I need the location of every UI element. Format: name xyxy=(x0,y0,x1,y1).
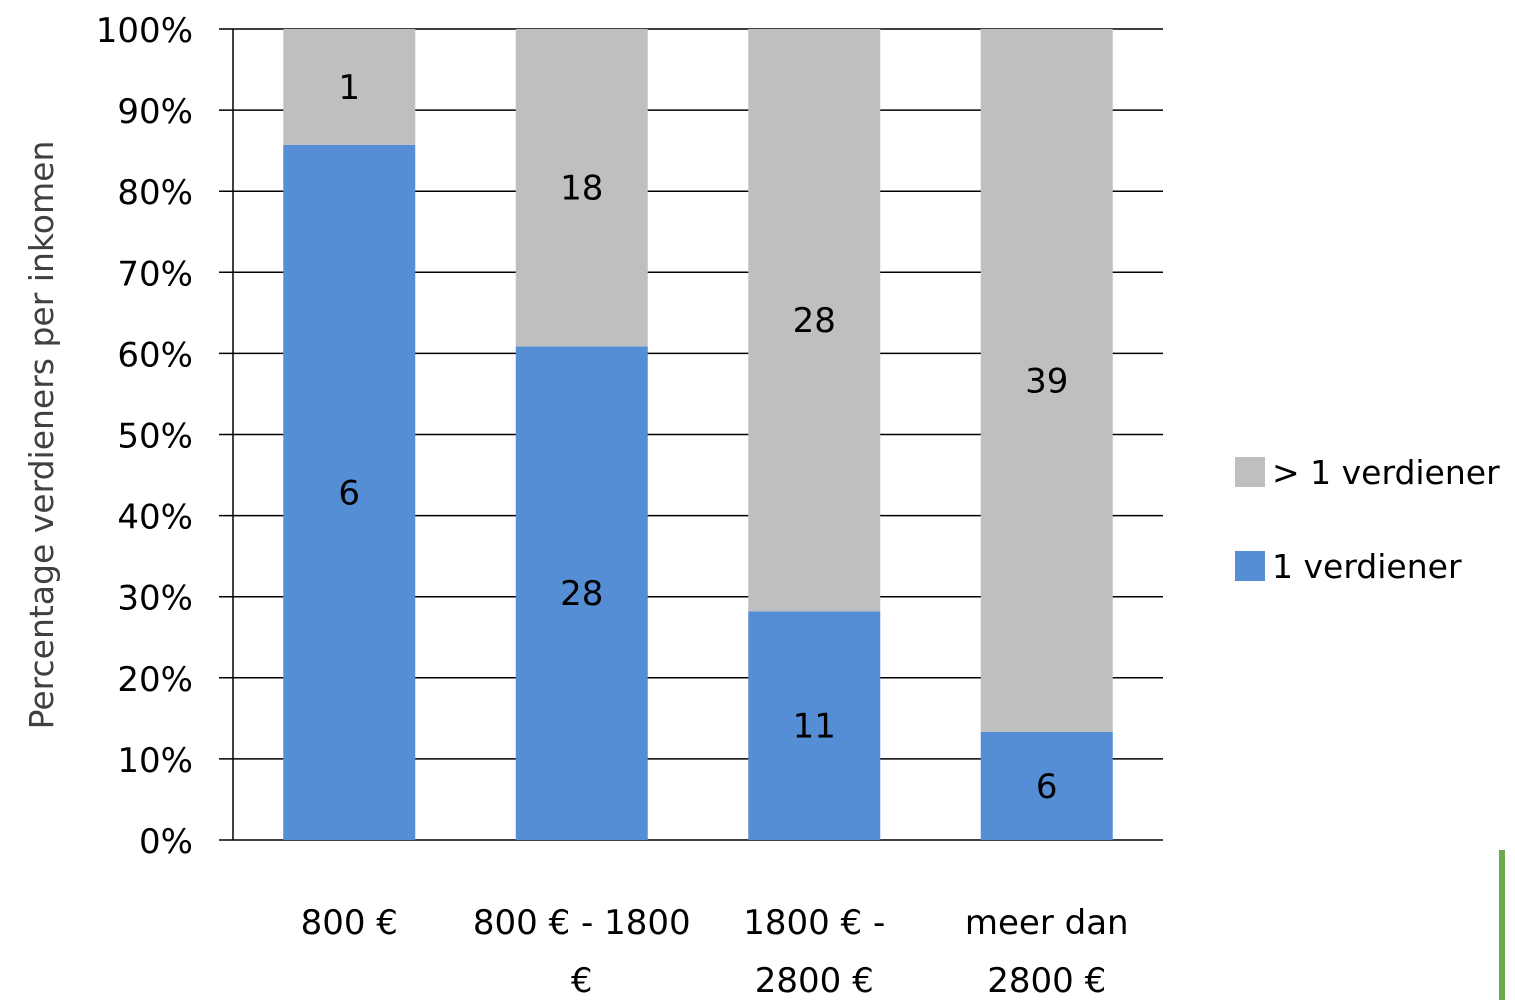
bar-segment xyxy=(980,731,1113,840)
bar-segment xyxy=(515,29,648,347)
bar-segment xyxy=(748,611,881,840)
x-tick-label: 1800 € - xyxy=(743,903,885,943)
y-tick-label: 10% xyxy=(117,741,193,781)
y-tick-label: 0% xyxy=(139,822,193,862)
bar-segment xyxy=(980,29,1113,732)
data-label: 1 xyxy=(338,68,360,108)
data-label: 18 xyxy=(560,169,603,209)
y-tick-label: 70% xyxy=(117,254,193,294)
data-label: 28 xyxy=(560,574,603,614)
x-tick-label: € xyxy=(571,961,593,1000)
y-tick-label: 50% xyxy=(117,417,193,457)
data-label: 28 xyxy=(793,301,836,341)
legend-label: 1 verdiener xyxy=(1272,547,1462,586)
bar-segment xyxy=(515,346,648,840)
bar-segment xyxy=(283,144,416,840)
y-tick-label: 40% xyxy=(117,498,193,538)
y-tick-label: 60% xyxy=(117,335,193,375)
legend-label: > 1 verdiener xyxy=(1272,453,1500,492)
y-tick-label: 20% xyxy=(117,660,193,700)
y-tick-label: 100% xyxy=(96,11,193,51)
y-tick-label: 30% xyxy=(117,579,193,619)
x-tick-label: 800 € - 1800 xyxy=(473,903,691,943)
y-tick-label: 90% xyxy=(117,92,193,132)
data-label: 6 xyxy=(338,473,360,513)
legend-swatch xyxy=(1235,551,1265,581)
bar-segment xyxy=(748,29,881,612)
data-label: 39 xyxy=(1025,361,1068,401)
corner-decoration xyxy=(1499,850,1515,1000)
data-label: 11 xyxy=(793,707,836,747)
y-tick-label: 80% xyxy=(117,173,193,213)
bar-segment xyxy=(283,29,416,145)
x-tick-label: meer dan xyxy=(965,903,1129,943)
legend-swatch xyxy=(1235,457,1265,487)
data-label: 6 xyxy=(1036,767,1058,807)
x-tick-label: 2800 € xyxy=(755,961,874,1000)
x-tick-label: 2800 € xyxy=(987,961,1106,1000)
x-tick-label: 800 € xyxy=(301,903,398,943)
y-axis-title: Percentage verdieners per inkomen xyxy=(22,141,61,730)
